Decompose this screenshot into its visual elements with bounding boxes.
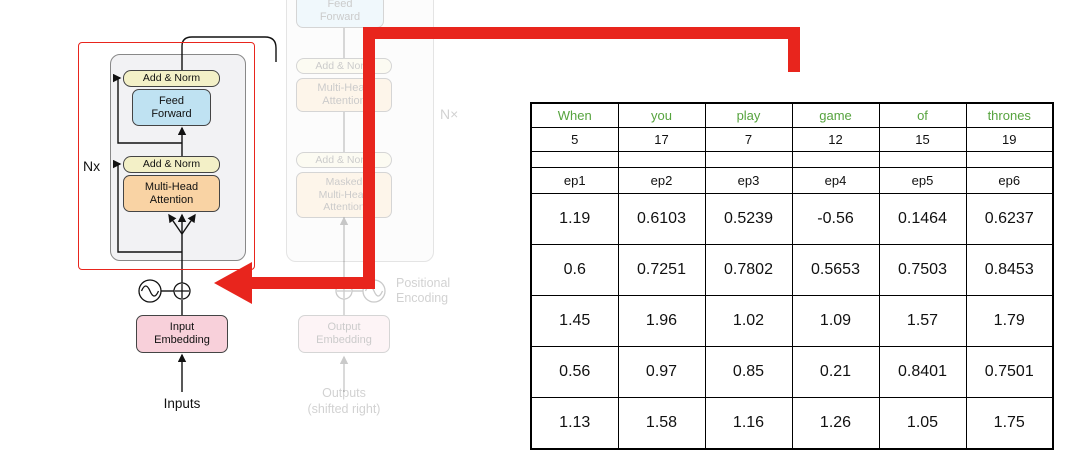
encoder-multi-head-attention-box: Multi-Head Attention [123, 175, 220, 212]
embedding-row: 1.13 1.58 1.16 1.26 1.05 1.75 [530, 397, 1054, 450]
decoder-positional-encoding-icon [362, 279, 386, 303]
dim-label-cell: ep1 [530, 167, 619, 194]
encoder-add-norm-top-box: Add & Norm [123, 70, 220, 87]
decoder-feed-forward-box: Feed Forward [296, 0, 384, 28]
output-embedding-box: Output Embedding [298, 315, 390, 353]
token-id-cell: 12 [791, 127, 880, 152]
embedding-value-cell: 0.8453 [965, 244, 1054, 296]
embedding-row: 0.56 0.97 0.85 0.21 0.8401 0.7501 [530, 346, 1054, 398]
embedding-value-cell: 0.5239 [704, 193, 793, 245]
embedding-table: When you play game of thrones 5 17 7 12 … [530, 102, 1054, 450]
embedding-value-cell: 1.09 [791, 295, 880, 347]
input-embedding-box: Input Embedding [136, 315, 228, 353]
decoder-add-norm-top-box: Add & Norm [296, 58, 392, 74]
embedding-value-cell: 0.85 [704, 346, 793, 398]
spacer-row [530, 151, 1054, 168]
encoder-feed-forward-box: Feed Forward [132, 89, 211, 126]
embedding-value-cell: 0.5653 [791, 244, 880, 296]
embedding-value-cell: 1.05 [878, 397, 967, 450]
embedding-value-cell: 0.7251 [617, 244, 706, 296]
embedding-value-cell: 1.16 [704, 397, 793, 450]
decoder-n-times-label: N× [440, 106, 459, 122]
dim-label-row: ep1 ep2 ep3 ep4 ep5 ep6 [530, 167, 1054, 194]
embedding-value-cell: 0.97 [617, 346, 706, 398]
decoder-block-body [286, 0, 434, 262]
empty-cell [617, 151, 706, 168]
empty-cell [878, 151, 967, 168]
dim-label-cell: ep4 [791, 167, 880, 194]
encoder-add-norm-bottom-box: Add & Norm [123, 156, 220, 173]
empty-cell [704, 151, 793, 168]
embedding-value-cell: 1.75 [965, 397, 1054, 450]
embedding-value-cell: 1.45 [530, 295, 619, 347]
embedding-value-cell: 1.79 [965, 295, 1054, 347]
empty-cell [965, 151, 1054, 168]
token-id-cell: 5 [530, 127, 619, 152]
embedding-value-cell: 1.26 [791, 397, 880, 450]
embedding-value-cell: 0.1464 [878, 193, 967, 245]
embedding-row: 1.19 0.6103 0.5239 -0.56 0.1464 0.6237 [530, 193, 1054, 245]
embedding-value-cell: 0.21 [791, 346, 880, 398]
token-row: When you play game of thrones [530, 102, 1054, 128]
decoder-add-circle-icon [335, 282, 353, 300]
token-id-row: 5 17 7 12 15 19 [530, 127, 1054, 152]
token-id-cell: 7 [704, 127, 793, 152]
embedding-value-cell: 0.7503 [878, 244, 967, 296]
encoder-n-times-label: Nx [83, 158, 101, 174]
embedding-value-cell: 1.58 [617, 397, 706, 450]
embedding-row: 0.6 0.7251 0.7802 0.5653 0.7503 0.8453 [530, 244, 1054, 296]
token-cell: thrones [965, 102, 1054, 128]
token-cell: When [530, 102, 619, 128]
dim-label-cell: ep3 [704, 167, 793, 194]
decoder-masked-multi-head-attention-box: Masked Multi-Head Attention [296, 172, 392, 218]
embedding-value-cell: 0.7501 [965, 346, 1054, 398]
embedding-value-cell: 0.56 [530, 346, 619, 398]
embedding-value-cell: 1.96 [617, 295, 706, 347]
token-cell: of [878, 102, 967, 128]
embedding-value-cell: 0.6237 [965, 193, 1054, 245]
token-id-cell: 19 [965, 127, 1054, 152]
token-cell: play [704, 102, 793, 128]
embedding-row: 1.45 1.96 1.02 1.09 1.57 1.79 [530, 295, 1054, 347]
dim-label-cell: ep2 [617, 167, 706, 194]
dim-label-cell: ep5 [878, 167, 967, 194]
inputs-label: Inputs [163, 396, 201, 411]
embedding-value-cell: 0.6 [530, 244, 619, 296]
embedding-value-cell: 1.13 [530, 397, 619, 450]
positional-encoding-icon [138, 279, 162, 303]
embedding-value-cell: 1.57 [878, 295, 967, 347]
embedding-value-cell: -0.56 [791, 193, 880, 245]
add-circle-icon [173, 282, 191, 300]
embedding-value-cell: 0.6103 [617, 193, 706, 245]
token-cell: you [617, 102, 706, 128]
embedding-value-cell: 1.19 [530, 193, 619, 245]
decoder-positional-encoding-label: Positional Encoding [396, 276, 451, 305]
token-id-cell: 15 [878, 127, 967, 152]
token-id-cell: 17 [617, 127, 706, 152]
embedding-value-cell: 0.7802 [704, 244, 793, 296]
token-cell: game [791, 102, 880, 128]
decoder-multi-head-attention-box: Multi-Head Attention [296, 78, 392, 112]
embedding-value-cell: 1.02 [704, 295, 793, 347]
empty-cell [791, 151, 880, 168]
empty-cell [530, 151, 619, 168]
dim-label-cell: ep6 [965, 167, 1054, 194]
outputs-label: Outputs (shifted right) [307, 386, 381, 416]
embedding-value-cell: 0.8401 [878, 346, 967, 398]
decoder-add-norm-mid-box: Add & Norm [296, 152, 392, 168]
